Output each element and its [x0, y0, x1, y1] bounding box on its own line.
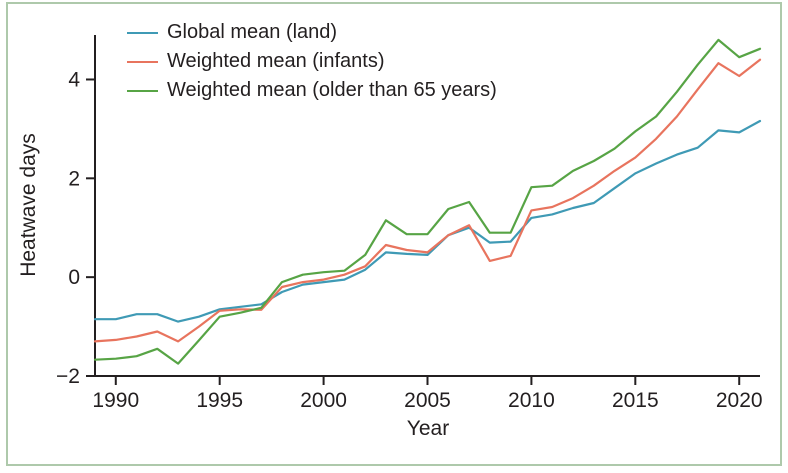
series-line-global-mean-land — [93, 119, 762, 323]
y-tick-label: 2 — [68, 167, 80, 190]
y-tick-label: 0 — [68, 266, 80, 289]
x-axis-title: Year — [406, 417, 450, 440]
x-tick-label: 2015 — [612, 389, 659, 412]
x-tick-label: 2005 — [404, 389, 451, 412]
legend-label: Weighted mean (older than 65 years) — [167, 79, 497, 101]
x-tick-label: 2000 — [300, 389, 347, 412]
legend-line-swatch-weighted-mean-older-65 — [127, 89, 158, 92]
legend-item-weighted-mean-infants: Weighted mean (infants) — [127, 47, 497, 76]
legend-label: Weighted mean (infants) — [167, 50, 385, 72]
y-tick-label: −2 — [56, 365, 80, 388]
legend-item-weighted-mean-older-65: Weighted mean (older than 65 years) — [127, 76, 497, 105]
legend-line-swatch-weighted-mean-infants — [127, 60, 158, 63]
series-line-weighted-mean-infants — [93, 58, 762, 343]
series-line-weighted-mean-older-than-65-years — [93, 38, 762, 365]
x-tick-label: 1995 — [196, 389, 243, 412]
x-tick-label: 2020 — [716, 389, 763, 412]
legend-line-swatch-global-mean-land — [127, 31, 158, 34]
x-tick-label: 2010 — [508, 389, 555, 412]
y-tick-label: 4 — [68, 68, 80, 91]
legend: Global mean (land) Weighted mean (infant… — [127, 18, 497, 105]
y-axis-title: Heatwave days — [17, 133, 40, 277]
x-tick-label: 1990 — [92, 389, 139, 412]
legend-label: Global mean (land) — [167, 21, 338, 43]
legend-item-global-mean-land: Global mean (land) — [127, 18, 497, 47]
